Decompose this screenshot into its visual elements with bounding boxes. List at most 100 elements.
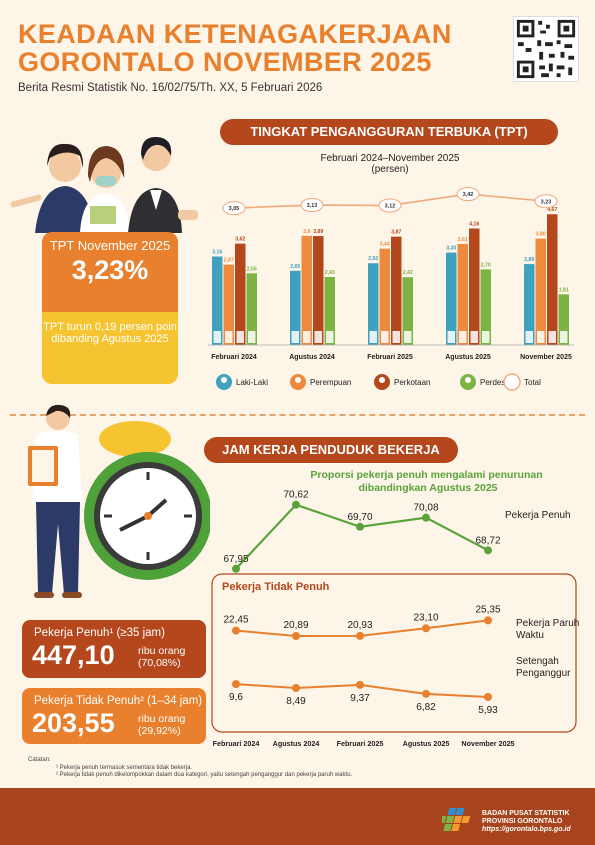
total-point-0 — [222, 201, 246, 216]
pekerja-penuh-unit-text: ribu orang — [138, 645, 186, 657]
penuh-label-1: 70,62 — [283, 490, 308, 501]
tpt-x-tick-4: November 2025 — [520, 354, 572, 361]
total-point-4 — [534, 194, 558, 209]
total-label-1: 3,13 — [307, 203, 318, 209]
tidak-penuh-name-0-a: Pekerja Paruh — [516, 618, 579, 629]
penuh-point-2 — [356, 522, 364, 531]
footnote-1: ¹ Pekerja penuh termasuk sementara tidak… — [56, 764, 193, 771]
jam-heading: JAM KERJA PENDUDUK BEKERJA — [204, 437, 458, 463]
tidak-penuh-label-1-0: 9,6 — [229, 692, 243, 703]
penuh-label-2: 69,70 — [347, 512, 372, 523]
legend-label-4: Total — [524, 378, 541, 387]
bar-person-icon — [213, 331, 221, 343]
tidak-penuh-panel — [211, 573, 577, 733]
penuh-label-3: 70,08 — [413, 503, 438, 514]
tidak-penuh-point-1-0 — [232, 680, 240, 689]
total-point-2 — [378, 198, 402, 213]
total-label-0: 3,05 — [229, 206, 240, 212]
pekerja-penuh-pct: (70,08%) — [138, 657, 181, 669]
bar-person-icon — [369, 331, 377, 343]
bar-perdesaan-1 — [324, 276, 335, 345]
penuh-annotation-line-1: Proporsi pekerja penuh mengalami penurun… — [310, 469, 542, 481]
page-subtitle: Berita Resmi Statistik No. 16/02/75/Th. … — [18, 82, 323, 94]
bar-label-perkotaan-1: 3,89 — [313, 229, 323, 235]
bar-label-perkotaan-4: 4,67 — [547, 207, 557, 213]
bar-label-perdesaan-2: 2,42 — [403, 270, 413, 276]
tpt-value-box: TPT November 2025 3,23% — [42, 232, 178, 312]
legend-person-icon — [221, 377, 227, 383]
tidak-penuh-label-0-2: 20,93 — [347, 620, 372, 631]
pekerja-tidak-penuh-value: 203,55 — [32, 708, 115, 738]
tpt-chart-title: Februari 2024–November 2025 — [321, 153, 460, 164]
bar-label-laki-1: 2,65 — [290, 264, 300, 270]
total-point-3 — [456, 187, 480, 202]
tidak-penuh-title: Pekerja Tidak Penuh — [222, 581, 330, 593]
jam-x-tick-0: Februari 2024 — [213, 739, 260, 748]
total-label-2: 3,12 — [385, 203, 396, 209]
bar-person-icon — [525, 331, 533, 343]
tidak-penuh-point-1-2 — [356, 680, 364, 689]
tpt-box-value: 3,23% — [71, 255, 149, 285]
bar-perempuan-3 — [457, 243, 468, 345]
tpt-x-tick-2: Februari 2025 — [367, 354, 413, 361]
legend-person-icon — [465, 377, 471, 383]
jam-x-tick-3: Agustus 2025 — [403, 739, 450, 748]
bar-person-icon — [236, 331, 244, 343]
penuh-label-0: 67,95 — [223, 554, 248, 565]
tidak-penuh-label-1-3: 6,82 — [416, 702, 436, 713]
total-label-4: 3,23 — [541, 199, 552, 205]
penuh-point-1 — [292, 500, 300, 509]
tidak-penuh-point-0-0 — [232, 626, 240, 635]
pekerja-penuh-label: Pekerja Penuh¹ (≥35 jam) — [34, 627, 165, 639]
tidak-penuh-label-1-4: 5,93 — [478, 705, 498, 716]
bar-person-icon — [447, 331, 455, 343]
bar-person-icon — [291, 331, 299, 343]
pekerja-tidak-penuh-label: Pekerja Tidak Penuh² (1–34 jam) — [34, 695, 203, 707]
bar-label-laki-0: 3,16 — [212, 250, 222, 256]
penuh-series-name: Pekerja Penuh — [505, 510, 571, 521]
tidak-penuh-point-0-1 — [292, 632, 300, 641]
total-point-1 — [300, 198, 324, 213]
worker-clock-illustration — [28, 404, 210, 598]
section-divider — [10, 414, 585, 416]
bar-laki-2 — [368, 263, 379, 345]
tpt-x-tick-1: Agustus 2024 — [289, 354, 335, 361]
bar-perkotaan-3 — [469, 228, 480, 345]
bar-label-laki-4: 2,89 — [524, 257, 534, 263]
tpt-heading: TINGKAT PENGANGGURAN TERBUKA (TPT) — [220, 119, 558, 145]
jam-x-tick-4: November 2025 — [461, 739, 514, 748]
bps-org: BADAN PUSAT STATISTIK PROVINSI GORONTALO… — [482, 810, 571, 834]
bar-person-icon — [560, 331, 568, 343]
bps-org-province: PROVINSI GORONTALO — [482, 818, 563, 825]
legend-swatch-4 — [503, 373, 521, 391]
tidak-penuh-point-0-2 — [356, 631, 364, 640]
penuh-point-3 — [422, 513, 430, 522]
total-label-3: 3,42 — [463, 192, 474, 198]
pekerja-penuh-value: 447,10 — [32, 640, 115, 670]
footer-bar — [0, 788, 595, 845]
tidak-penuh-label-0-0: 22,45 — [223, 615, 248, 626]
bar-laki-0 — [212, 256, 223, 345]
tpt-bar-chart: Februari 2024–November 2025 (persen) 3,1… — [208, 153, 574, 391]
bar-perempuan-0 — [223, 264, 234, 345]
tidak-penuh-point-1-3 — [422, 689, 430, 698]
bar-person-icon — [482, 331, 490, 343]
bar-perempuan-4 — [535, 238, 546, 345]
tidak-penuh-label-0-3: 23,10 — [413, 612, 438, 623]
bar-perdesaan-2 — [402, 277, 413, 345]
bar-label-laki-3: 3,30 — [446, 246, 456, 252]
tidak-penuh-label-0-1: 20,89 — [283, 620, 308, 631]
bar-laki-1 — [290, 270, 301, 345]
legend-label-1: Perempuan — [310, 378, 351, 387]
bar-person-icon — [314, 331, 322, 343]
pekerja-penuh-unit: ribu orang (70,08%) — [138, 645, 185, 669]
jam-kerja-line-charts: Proporsi pekerja penuh mengalami penurun… — [211, 469, 579, 748]
pekerja-tidak-penuh-card: Pekerja Tidak Penuh² (1–34 jam) 203,55 r… — [22, 688, 206, 744]
bar-label-laki-2: 2,92 — [368, 256, 378, 262]
bar-person-icon — [470, 331, 478, 343]
bar-label-perdesaan-1: 2,43 — [325, 270, 335, 276]
penuh-annotation: Proporsi pekerja penuh mengalami penurun… — [310, 469, 545, 494]
jam-x-tick-1: Agustus 2024 — [273, 739, 320, 748]
bar-perkotaan-2 — [391, 236, 402, 345]
bar-perkotaan-0 — [235, 243, 246, 345]
